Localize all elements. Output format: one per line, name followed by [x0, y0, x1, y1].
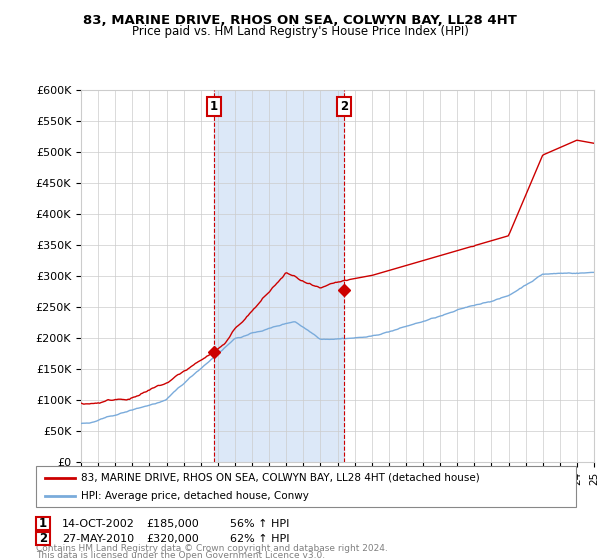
Text: 27-MAY-2010: 27-MAY-2010 [62, 534, 134, 544]
Text: £185,000: £185,000 [146, 519, 199, 529]
Text: Price paid vs. HM Land Registry's House Price Index (HPI): Price paid vs. HM Land Registry's House … [131, 25, 469, 38]
Text: 83, MARINE DRIVE, RHOS ON SEA, COLWYN BAY, LL28 4HT (detached house): 83, MARINE DRIVE, RHOS ON SEA, COLWYN BA… [81, 473, 480, 483]
Text: Contains HM Land Registry data © Crown copyright and database right 2024.: Contains HM Land Registry data © Crown c… [36, 544, 388, 553]
Bar [214, 90, 344, 462]
Text: 1: 1 [39, 517, 47, 530]
Text: 2: 2 [39, 532, 47, 545]
Text: 83, MARINE DRIVE, RHOS ON SEA, COLWYN BAY, LL28 4HT: 83, MARINE DRIVE, RHOS ON SEA, COLWYN BA… [83, 14, 517, 27]
Text: 56% ↑ HPI: 56% ↑ HPI [230, 519, 289, 529]
Text: HPI: Average price, detached house, Conwy: HPI: Average price, detached house, Conw… [81, 491, 309, 501]
Text: £320,000: £320,000 [146, 534, 199, 544]
Text: 14-OCT-2002: 14-OCT-2002 [62, 519, 134, 529]
Text: 62% ↑ HPI: 62% ↑ HPI [230, 534, 289, 544]
Text: 1: 1 [210, 100, 218, 113]
Text: This data is licensed under the Open Government Licence v3.0.: This data is licensed under the Open Gov… [36, 551, 325, 560]
Text: 2: 2 [340, 100, 349, 113]
